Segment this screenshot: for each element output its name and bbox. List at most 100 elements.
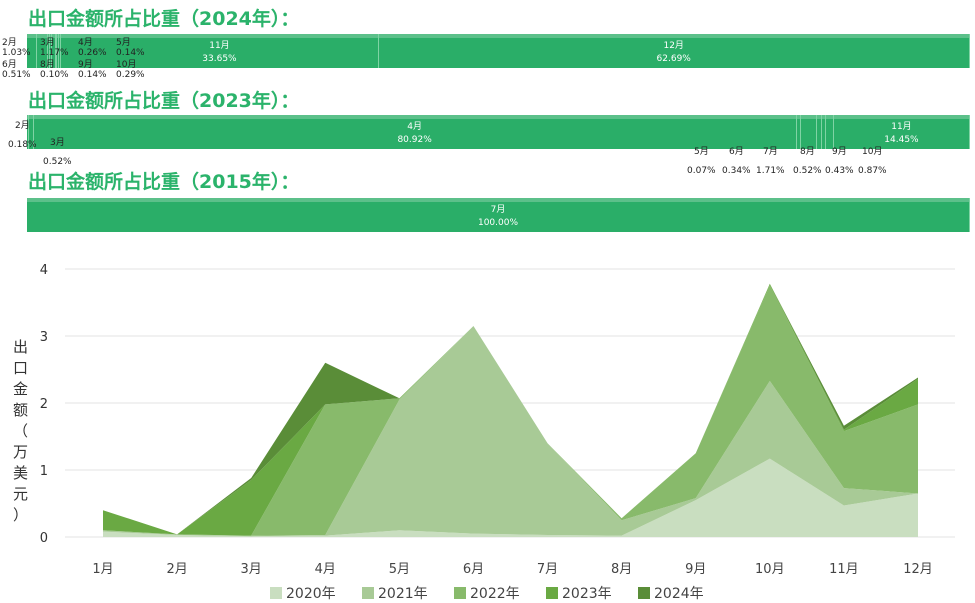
slice-percent-label: 0.87% (858, 166, 887, 176)
segment-percent-label: 14.45% (884, 135, 919, 145)
legend-swatch[interactable] (454, 587, 466, 599)
slice-month-label: 3月 (40, 38, 55, 48)
bar-segment[interactable] (27, 115, 29, 149)
legend-label[interactable]: 2021年 (378, 586, 428, 602)
bar-segment[interactable] (28, 115, 34, 149)
x-tick-label: 1月 (92, 562, 113, 577)
slice-month-label: 4月 (78, 38, 93, 48)
bar-segment[interactable] (47, 34, 51, 68)
slice-percent-label: 0.10% (40, 70, 69, 80)
x-tick-label: 4月 (315, 562, 336, 577)
segment-month-label: 11月 (209, 41, 230, 51)
legend-label[interactable]: 2022年 (470, 586, 520, 602)
x-tick-label: 11月 (829, 562, 859, 577)
slice-month-label: 6月 (729, 147, 744, 157)
legend-label[interactable]: 2020年 (286, 586, 336, 602)
segment-month-label: 4月 (407, 122, 422, 132)
slice-percent-label: 0.14% (116, 48, 145, 58)
bar-segment[interactable]: 4月 80.92% (33, 115, 797, 149)
bar-segment[interactable] (825, 115, 834, 149)
slice-percent-label: 1.17% (40, 48, 69, 58)
slice-month-label: 9月 (832, 147, 847, 157)
slice-percent-label: 0.43% (825, 166, 854, 176)
bar-segment[interactable] (821, 115, 826, 149)
segment-month-label: 12月 (663, 41, 684, 51)
x-tick-label: 8月 (611, 562, 632, 577)
proportion-bar-2015: 7月 100.00% (27, 198, 970, 232)
bar-segment[interactable]: 12月 62.69% (378, 34, 970, 68)
y-tick-label: 0 (40, 531, 48, 546)
slice-month-label: 10月 (116, 60, 137, 70)
legend-swatch[interactable] (362, 587, 374, 599)
x-tick-label: 10月 (755, 562, 785, 577)
legend-swatch[interactable] (546, 587, 558, 599)
legend-swatch[interactable] (270, 587, 282, 599)
slice-month-label: 5月 (694, 147, 709, 157)
slice-percent-label: 1.03% (2, 48, 31, 58)
bar-segment[interactable]: 11月 33.65% (61, 34, 379, 68)
slice-month-label: 8月 (800, 147, 815, 157)
x-tick-label: 2月 (166, 562, 187, 577)
slice-month-label: 8月 (40, 60, 55, 70)
x-tick-label: 6月 (463, 562, 484, 577)
x-tick-label: 3月 (241, 562, 262, 577)
bar-segment[interactable] (816, 115, 822, 149)
bar-segment[interactable] (51, 34, 57, 68)
bar-segment[interactable] (36, 34, 48, 68)
slice-month-label: 2月 (15, 121, 30, 131)
area-series-2020年[interactable] (103, 458, 918, 537)
slice-percent-label: 0.26% (78, 48, 107, 58)
y-axis-label: 出口金额（万美元） (13, 338, 28, 524)
slice-month-label: 6月 (2, 60, 17, 70)
bar-segment[interactable] (800, 115, 817, 149)
bar-segment[interactable] (27, 34, 37, 68)
bar-segment[interactable] (796, 115, 798, 149)
x-tick-label: 12月 (903, 562, 933, 577)
pie-title-2015: 出口金额所占比重（2015年）： (28, 171, 300, 193)
y-tick-label: 4 (40, 263, 48, 278)
slice-percent-label: 0.14% (78, 70, 107, 80)
bar-segment[interactable] (57, 34, 59, 68)
slice-percent-label: 0.51% (2, 70, 31, 80)
pie-title-2023: 出口金额所占比重（2023年）： (28, 90, 300, 112)
proportion-bar-2023: 4月 80.92% 11月 14.45% (27, 115, 971, 149)
segment-month-label: 11月 (891, 122, 912, 132)
slice-percent-label: 0.07% (687, 166, 716, 176)
segment-month-label: 7月 (490, 205, 506, 215)
slice-month-label: 7月 (763, 147, 778, 157)
legend-label[interactable]: 2024年 (654, 586, 704, 602)
legend-label[interactable]: 2023年 (562, 586, 612, 602)
slice-month-label: 5月 (116, 38, 131, 48)
slice-month-label: 2月 (2, 38, 17, 48)
x-tick-label: 7月 (537, 562, 558, 577)
bar-segment[interactable]: 7月 100.00% (27, 198, 970, 232)
bar-segment[interactable] (56, 34, 58, 68)
segment-percent-label: 62.69% (656, 54, 691, 64)
area-series-2021年[interactable] (103, 325, 918, 537)
slice-percent-label: 0.34% (722, 166, 751, 176)
bar-segment[interactable] (50, 34, 52, 68)
slice-month-label: 10月 (862, 147, 883, 157)
segment-percent-label: 100.00% (477, 218, 519, 228)
segment-percent-label: 33.65% (202, 54, 237, 64)
area-series-2022年[interactable] (103, 285, 918, 536)
legend-swatch[interactable] (638, 587, 650, 599)
slice-month-label: 3月 (50, 138, 65, 148)
y-tick-label: 1 (40, 464, 48, 479)
slice-percent-label: 0.29% (116, 70, 145, 80)
y-tick-label: 3 (40, 330, 48, 345)
segment-percent-label: 80.92% (397, 135, 432, 145)
slice-percent-label: 1.71% (756, 166, 785, 176)
bar-segment[interactable] (797, 115, 801, 149)
bar-segment[interactable]: 11月 14.45% (833, 115, 971, 149)
slice-percent-label: 0.52% (43, 157, 72, 167)
slice-month-label: 9月 (78, 60, 93, 70)
slice-percent-label: 0.52% (793, 166, 822, 176)
x-tick-label: 5月 (389, 562, 410, 577)
x-tick-label: 9月 (685, 562, 706, 577)
pie-title-2024: 出口金额所占比重（2024年）： (28, 8, 300, 30)
slice-percent-label: 0.18% (8, 140, 37, 150)
y-tick-label: 2 (40, 397, 48, 412)
bar-segment[interactable] (58, 34, 62, 68)
